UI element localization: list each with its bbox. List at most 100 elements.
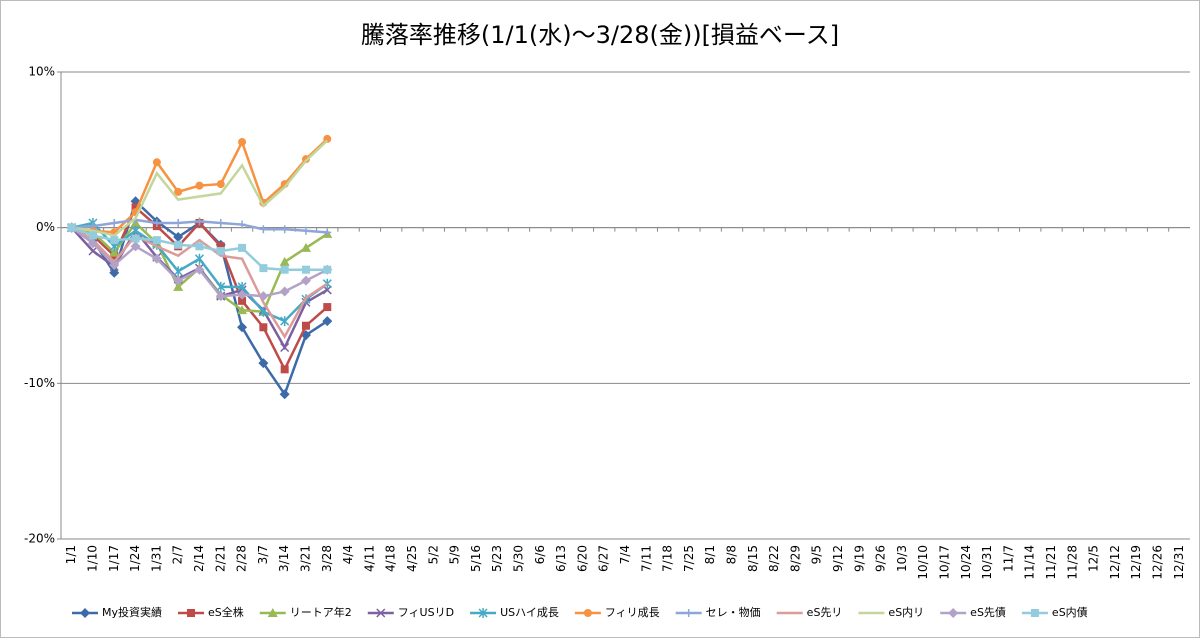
x-tick-label: 3/21 bbox=[298, 545, 312, 572]
legend-label: eS先債 bbox=[970, 605, 1006, 619]
legend-label: セレ・物価 bbox=[706, 605, 761, 619]
marker bbox=[87, 238, 98, 249]
x-tick-label: 8/22 bbox=[767, 545, 781, 572]
marker bbox=[323, 228, 332, 237]
x-tick-label: 1/1 bbox=[64, 545, 78, 564]
marker bbox=[238, 296, 247, 305]
marker bbox=[130, 241, 141, 252]
legend-label: My投資実績 bbox=[102, 605, 162, 619]
x-tick-label: 8/15 bbox=[746, 545, 760, 572]
x-tick-label: 8/29 bbox=[788, 545, 802, 572]
marker bbox=[237, 322, 248, 333]
marker bbox=[240, 257, 244, 261]
marker bbox=[325, 138, 329, 142]
x-tick-label: 1/17 bbox=[107, 545, 121, 572]
x-tick-label: 5/9 bbox=[448, 545, 462, 564]
marker bbox=[238, 243, 247, 252]
marker bbox=[240, 163, 244, 167]
x-tick-label: 9/19 bbox=[852, 545, 866, 572]
x-tick-label: 12/26 bbox=[1151, 545, 1165, 580]
marker bbox=[283, 185, 287, 189]
marker bbox=[155, 171, 159, 175]
y-tick-label: 0% bbox=[36, 220, 55, 234]
marker bbox=[80, 608, 90, 618]
marker bbox=[110, 236, 119, 245]
marker bbox=[283, 335, 287, 339]
marker bbox=[279, 256, 290, 266]
marker bbox=[279, 286, 290, 297]
marker bbox=[304, 296, 308, 300]
marker bbox=[176, 254, 180, 258]
x-tick-label: 9/26 bbox=[874, 545, 888, 572]
marker bbox=[948, 608, 959, 618]
x-tick-label: 9/5 bbox=[810, 545, 824, 564]
legend: My投資実績 eS全株 リートア年2 フィUSリD USハイ成長 フィリ成長 セレ・物価 eS… bbox=[72, 605, 1088, 619]
marker bbox=[322, 316, 333, 327]
marker bbox=[216, 242, 225, 251]
legend-label: eS先リ bbox=[807, 606, 843, 619]
x-tick-label: 12/31 bbox=[1172, 545, 1186, 580]
marker bbox=[301, 265, 310, 274]
marker bbox=[1030, 609, 1039, 617]
x-tick-label: 2/14 bbox=[192, 545, 206, 572]
marker bbox=[152, 236, 161, 245]
marker bbox=[280, 225, 289, 234]
x-tick-label: 4/11 bbox=[362, 545, 376, 572]
marker bbox=[110, 218, 119, 227]
marker bbox=[238, 220, 247, 229]
marker bbox=[187, 609, 196, 617]
marker bbox=[478, 608, 488, 618]
marker bbox=[259, 225, 268, 234]
marker bbox=[259, 323, 268, 332]
marker bbox=[174, 218, 183, 227]
x-tick-label: 5/30 bbox=[511, 545, 525, 572]
x-tick-label: 8/8 bbox=[725, 545, 739, 564]
marker bbox=[237, 289, 248, 300]
marker bbox=[216, 180, 225, 189]
x-tick-label: 5/23 bbox=[490, 545, 504, 572]
marker bbox=[197, 238, 201, 242]
marker bbox=[88, 246, 98, 256]
marker bbox=[684, 609, 693, 617]
marker bbox=[131, 234, 140, 243]
marker bbox=[304, 159, 308, 163]
marker bbox=[174, 240, 183, 249]
legend-label: フィリ成長 bbox=[605, 606, 660, 619]
marker bbox=[869, 611, 873, 615]
marker bbox=[258, 306, 268, 317]
y-tick-label: -20% bbox=[24, 532, 55, 546]
marker bbox=[195, 217, 204, 226]
marker bbox=[173, 281, 184, 291]
marker bbox=[173, 266, 183, 277]
marker bbox=[583, 609, 592, 617]
marker bbox=[109, 267, 120, 278]
x-tick-label: 12/5 bbox=[1087, 545, 1101, 572]
marker bbox=[88, 222, 97, 231]
x-tick-label: 2/28 bbox=[235, 545, 249, 572]
marker bbox=[279, 389, 290, 400]
marker bbox=[152, 218, 161, 227]
chart-title: 騰落率推移(1/1(水)～3/28(金))[損益ベース] bbox=[361, 21, 839, 49]
marker bbox=[300, 242, 311, 252]
x-tick-label: 5/16 bbox=[469, 545, 483, 572]
x-tick-label: 10/17 bbox=[938, 545, 952, 580]
x-tick-label: 7/18 bbox=[661, 545, 675, 572]
marker bbox=[151, 253, 162, 264]
marker bbox=[215, 291, 226, 302]
marker bbox=[174, 187, 183, 196]
x-tick-label: 12/12 bbox=[1108, 545, 1122, 580]
marker bbox=[195, 242, 204, 251]
x-tick-label: 7/25 bbox=[682, 545, 696, 572]
marker bbox=[261, 204, 265, 208]
x-tick-label: 7/11 bbox=[639, 545, 653, 572]
marker bbox=[258, 358, 269, 369]
marker bbox=[173, 275, 184, 286]
marker bbox=[173, 232, 184, 243]
x-tick-label: 11/28 bbox=[1065, 545, 1079, 580]
x-tick-label: 6/20 bbox=[575, 545, 589, 572]
y-tick-label: 10% bbox=[28, 65, 55, 79]
marker bbox=[325, 282, 329, 286]
x-tick-label: 11/7 bbox=[1001, 545, 1015, 572]
